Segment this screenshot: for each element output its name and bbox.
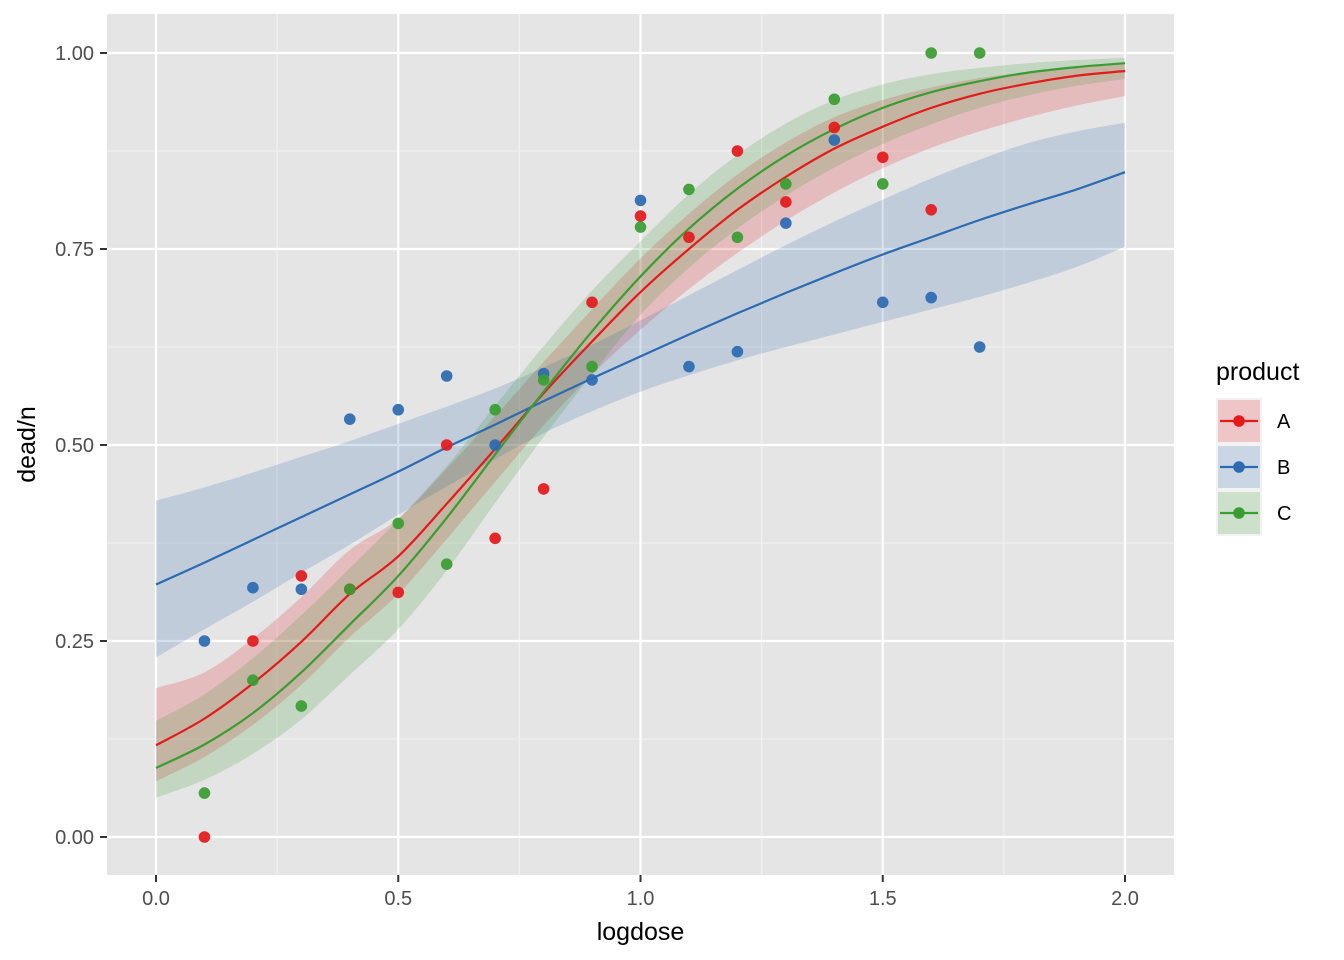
major-grid [107,14,1174,875]
point-b [489,439,501,451]
point-c [295,700,308,712]
point-b [683,360,695,373]
point-a [392,586,405,599]
point-b [925,291,937,304]
x-axis: 0.0 0.5 1.0 1.5 2.0 [142,875,1139,910]
y-tick-label: 0.00 [55,827,94,849]
point-c [198,787,211,799]
point-a [925,204,937,216]
x-tick-label: 1.5 [869,888,897,910]
point-a [876,151,889,164]
fit-line-a [155,69,1126,747]
legend-label-c: C [1277,503,1291,525]
confidence-band-c [156,57,1125,798]
point-b [440,370,453,382]
point-a [198,831,211,843]
point-b [344,413,356,425]
point-b [295,583,308,596]
point-c [828,93,841,106]
point-c [489,403,501,416]
x-tick-label: 0.0 [142,888,170,910]
legend-title: product [1216,358,1299,386]
point-c [440,558,453,570]
y-tick-label: 1.00 [55,43,94,65]
point-a [489,532,501,545]
y-tick-label: 0.25 [55,631,94,653]
x-tick-label: 0.5 [384,888,412,910]
point-b [247,581,259,594]
point-c [634,221,647,233]
point-a [780,196,792,208]
point-c [876,178,889,190]
point-b [973,341,986,353]
y-axis: 0.00 0.25 0.50 0.75 1.00 [55,43,107,849]
point-c [925,47,937,59]
legend-key-point-c [1233,507,1245,519]
y-axis-title: dead/n [13,406,41,482]
point-c [973,47,986,59]
x-tick-label: 2.0 [1111,888,1139,910]
legend-label-b: B [1277,457,1290,479]
fit-line-b [155,171,1126,586]
fit-line-c [155,62,1126,769]
confidence-bands [156,57,1125,798]
point-a [586,296,598,309]
point-b [828,134,841,146]
point-a [731,145,744,157]
point-b [392,403,405,416]
point-c [247,674,259,686]
point-a [683,231,695,244]
legend-label-a: A [1277,411,1291,433]
point-a [295,570,308,582]
point-a [634,210,647,222]
point-a [537,483,550,495]
data-points [198,47,986,843]
point-a [247,635,259,647]
point-c [683,183,695,196]
point-b [586,374,598,386]
fit-lines [155,62,1126,769]
confidence-band-a [156,63,1125,782]
x-tick-label: 1.0 [627,888,655,910]
point-c [780,178,792,190]
point-c [344,583,356,596]
point-c [731,231,744,244]
point-b [731,345,744,358]
y-tick-label: 0.75 [55,239,94,261]
point-b [876,296,889,309]
y-tick-label: 0.50 [55,435,94,457]
point-b [634,194,647,207]
point-c [586,360,598,373]
point-c [537,374,550,386]
confidence-band-b [156,122,1125,658]
x-axis-title: logdose [597,918,685,946]
point-a [440,439,453,451]
legend-key-point-a [1233,415,1245,427]
legend-key-point-b [1233,461,1245,473]
point-b [780,217,792,229]
point-a [828,121,841,134]
legend: product A B C [1216,358,1299,536]
point-c [392,517,405,530]
point-b [198,635,211,647]
